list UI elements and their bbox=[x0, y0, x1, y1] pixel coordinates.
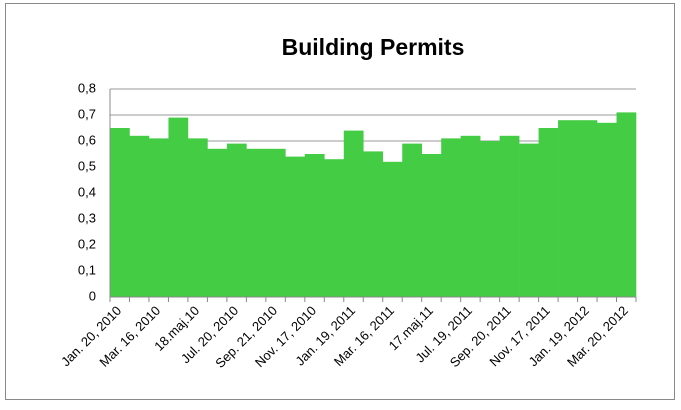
bar bbox=[129, 135, 150, 297]
bar bbox=[499, 135, 520, 297]
bar bbox=[402, 143, 423, 297]
bar bbox=[187, 138, 208, 297]
y-tick-label: 0,4 bbox=[78, 184, 96, 199]
bar bbox=[285, 156, 306, 297]
y-tick-label: 0,7 bbox=[78, 106, 96, 121]
bar bbox=[460, 135, 481, 297]
bar bbox=[616, 112, 637, 298]
y-tick-label: 0,1 bbox=[78, 262, 96, 277]
bar bbox=[363, 151, 384, 297]
y-tick-label: 0 bbox=[89, 288, 96, 303]
bar bbox=[148, 138, 169, 297]
chart-title: Building Permits bbox=[282, 34, 465, 60]
bar bbox=[304, 154, 325, 297]
bar bbox=[265, 148, 286, 297]
y-tick-label: 0,6 bbox=[78, 132, 96, 147]
bar bbox=[538, 128, 559, 297]
bar bbox=[577, 120, 598, 297]
bar bbox=[207, 148, 228, 297]
y-tick-label: 0,5 bbox=[78, 158, 96, 173]
bar bbox=[558, 120, 578, 297]
y-tick-label: 0,8 bbox=[78, 80, 96, 95]
bar bbox=[343, 130, 364, 297]
bar bbox=[110, 128, 130, 297]
bar bbox=[226, 143, 247, 297]
bar bbox=[324, 159, 345, 297]
bar bbox=[168, 117, 189, 297]
bar bbox=[246, 148, 267, 297]
bar bbox=[597, 122, 617, 297]
bar bbox=[519, 143, 539, 297]
bar bbox=[441, 138, 461, 297]
bar bbox=[382, 161, 403, 297]
bar bbox=[480, 141, 500, 297]
y-tick-label: 0,3 bbox=[78, 210, 96, 225]
y-tick-label: 0,2 bbox=[78, 236, 96, 251]
bar bbox=[421, 154, 442, 297]
